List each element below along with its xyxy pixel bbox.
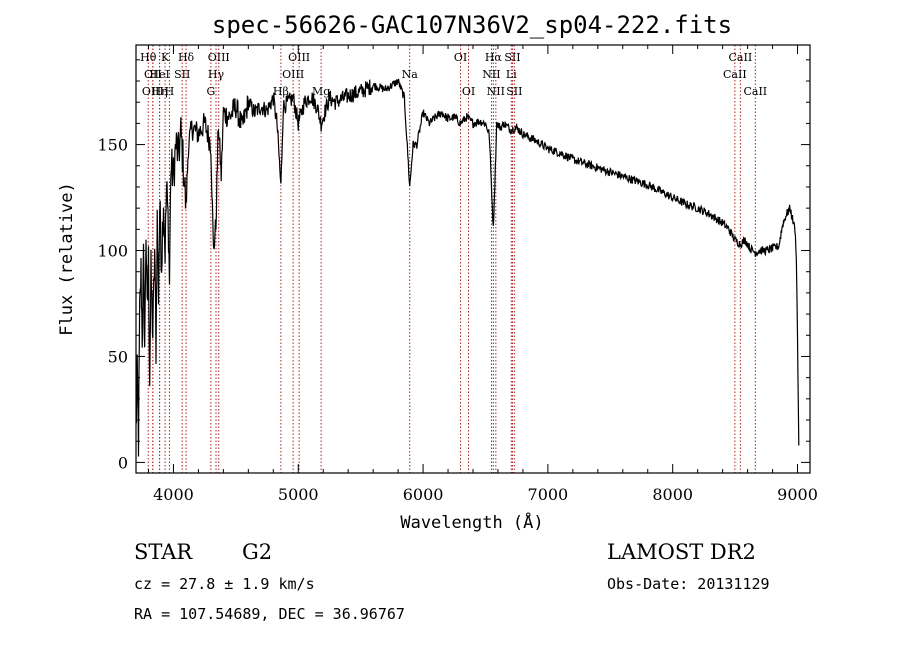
line-label-8: Hδ	[178, 51, 195, 64]
y-axis-label: Flux (relative)	[57, 182, 77, 336]
line-label-0: Hθ	[140, 51, 157, 64]
spectral-line-markers	[147, 45, 756, 473]
line-label-1: OII	[144, 68, 162, 81]
line-label-10: Hγ	[208, 68, 225, 81]
line-label-4: Hη	[151, 85, 167, 98]
line-label-5: K	[161, 51, 170, 64]
survey-name: LAMOST DR2	[607, 540, 756, 564]
object-class: STAR	[134, 540, 193, 564]
line-label-18: OI	[462, 85, 475, 98]
line-label-21: NII	[487, 85, 505, 98]
line-label-15: Mg	[312, 85, 330, 98]
y-tick-label-3: 150	[97, 136, 128, 155]
line-label-7: SII	[174, 68, 190, 81]
line-label-11: OIII	[208, 51, 230, 64]
object-subclass: G2	[242, 540, 272, 564]
x-tick-label-2: 6000	[403, 485, 444, 504]
line-label-2: OIII	[142, 85, 164, 98]
x-tick-label-1: 5000	[278, 485, 319, 504]
line-label-22: Li	[506, 68, 517, 81]
y-tick-label-1: 50	[108, 347, 128, 366]
x-tick-label-4: 8000	[652, 485, 693, 504]
y-tick-label-0: 0	[118, 453, 128, 472]
x-tick-label-0: 4000	[153, 485, 194, 504]
line-label-13: OIII	[282, 68, 304, 81]
chart-title: spec-56626-GAC107N36V2_sp04-222.fits	[212, 11, 732, 39]
line-label-23: SII	[504, 51, 520, 64]
line-label-12: Hβ	[273, 85, 289, 98]
line-label-3: HeI	[149, 68, 169, 81]
line-label-24: SII	[506, 85, 522, 98]
x-axis-label: Wavelength (Å)	[400, 511, 543, 533]
line-label-14: OIII	[288, 51, 310, 64]
x-tick-label-3: 7000	[528, 485, 569, 504]
line-label-9: G	[206, 85, 215, 98]
x-axis-ticks: 4000 5000 6000 7000 8000 9000	[147, 45, 818, 504]
sky-coordinates: RA = 107.54689, DEC = 36.96767	[134, 605, 405, 623]
line-label-26: CaII	[729, 51, 753, 64]
line-label-27: CaII	[743, 85, 767, 98]
line-label-20: Hα	[485, 51, 503, 64]
y-axis-ticks: 0 50 100 150	[97, 59, 810, 472]
spectral-line-labels: Hθ OII OIII HeI Hη K H SII Hδ G Hγ OIII Hβ OIII OIII Mg…	[140, 51, 767, 98]
redshift-velocity: cz = 27.8 ± 1.9 km/s	[134, 575, 315, 593]
x-tick-label-5: 9000	[777, 485, 818, 504]
line-label-16: Na	[402, 68, 419, 81]
line-label-17: OI	[454, 51, 467, 64]
line-label-19: NII	[482, 68, 500, 81]
spectrum-line	[135, 78, 800, 457]
line-label-25: CaII	[723, 68, 747, 81]
line-label-6: H	[165, 85, 175, 98]
y-tick-label-2: 100	[97, 242, 128, 261]
observation-date: Obs-Date: 20131129	[607, 575, 770, 593]
